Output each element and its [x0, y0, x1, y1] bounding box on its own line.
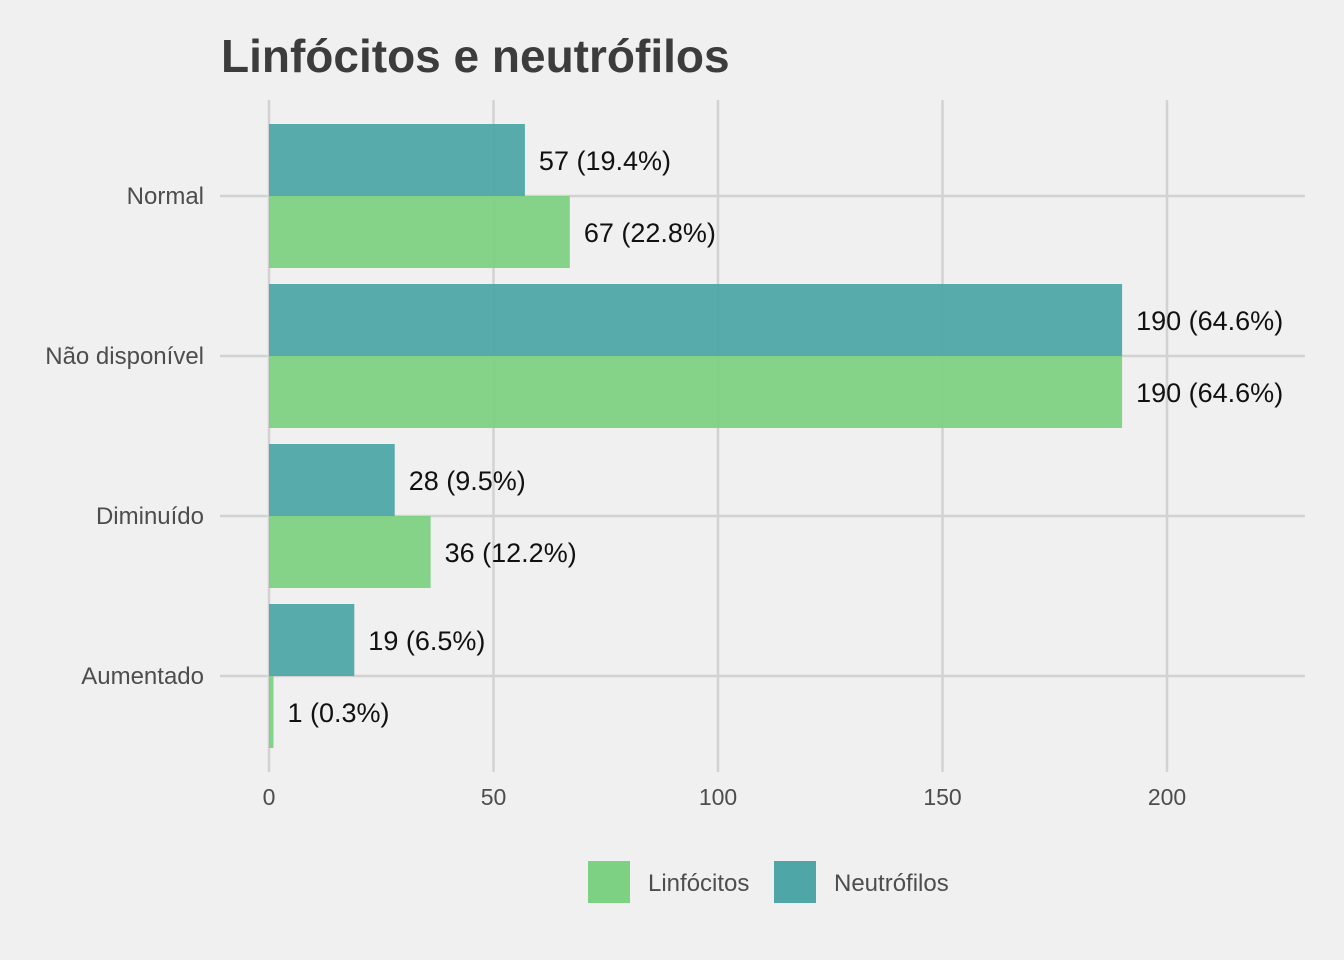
y-category-label: Aumentado [81, 663, 204, 690]
x-tick-label: 100 [699, 784, 737, 810]
data-labels: 57 (19.4%) 67 (22.8%) 190 (64.6%) 190 (64.6… [287, 146, 1283, 728]
data-label: 57 (19.4%) [539, 146, 671, 176]
legend-swatch [774, 861, 816, 903]
legend: Linfócitos Neutrófilos [588, 861, 949, 903]
data-label: 190 (64.6%) [1136, 378, 1283, 408]
bars [269, 124, 1123, 748]
x-tick-label: 200 [1148, 784, 1186, 810]
data-label: 19 (6.5%) [368, 626, 485, 656]
data-label: 36 (12.2%) [445, 538, 577, 568]
legend-label: Neutrófilos [834, 870, 949, 897]
bar-linfocitos [269, 356, 1123, 428]
bar-linfocitos [269, 676, 274, 748]
legend-label: Linfócitos [648, 870, 749, 897]
x-tick-label: 50 [481, 784, 507, 810]
legend-swatch [588, 861, 630, 903]
x-tick-label: 150 [923, 784, 961, 810]
x-tick-label: 0 [263, 784, 276, 810]
data-label: 28 (9.5%) [409, 466, 526, 496]
chart-title: Linfócitos e neutrófilos [221, 30, 730, 82]
data-label: 190 (64.6%) [1136, 306, 1283, 336]
y-category-label: Diminuído [96, 503, 204, 530]
y-category-label: Não disponível [45, 343, 204, 370]
bar-linfocitos [269, 196, 570, 268]
bar-neutrofilos [269, 444, 395, 516]
bar-neutrofilos [269, 284, 1123, 356]
data-label: 1 (0.3%) [287, 698, 389, 728]
bar-neutrofilos [269, 124, 525, 196]
bar-linfocitos [269, 516, 431, 588]
data-label: 67 (22.8%) [584, 218, 716, 248]
axes: 0 50 100 150 200 Normal Não disponível Diminuíd… [45, 183, 1186, 810]
y-category-label: Normal [127, 183, 204, 210]
bar-neutrofilos [269, 604, 355, 676]
